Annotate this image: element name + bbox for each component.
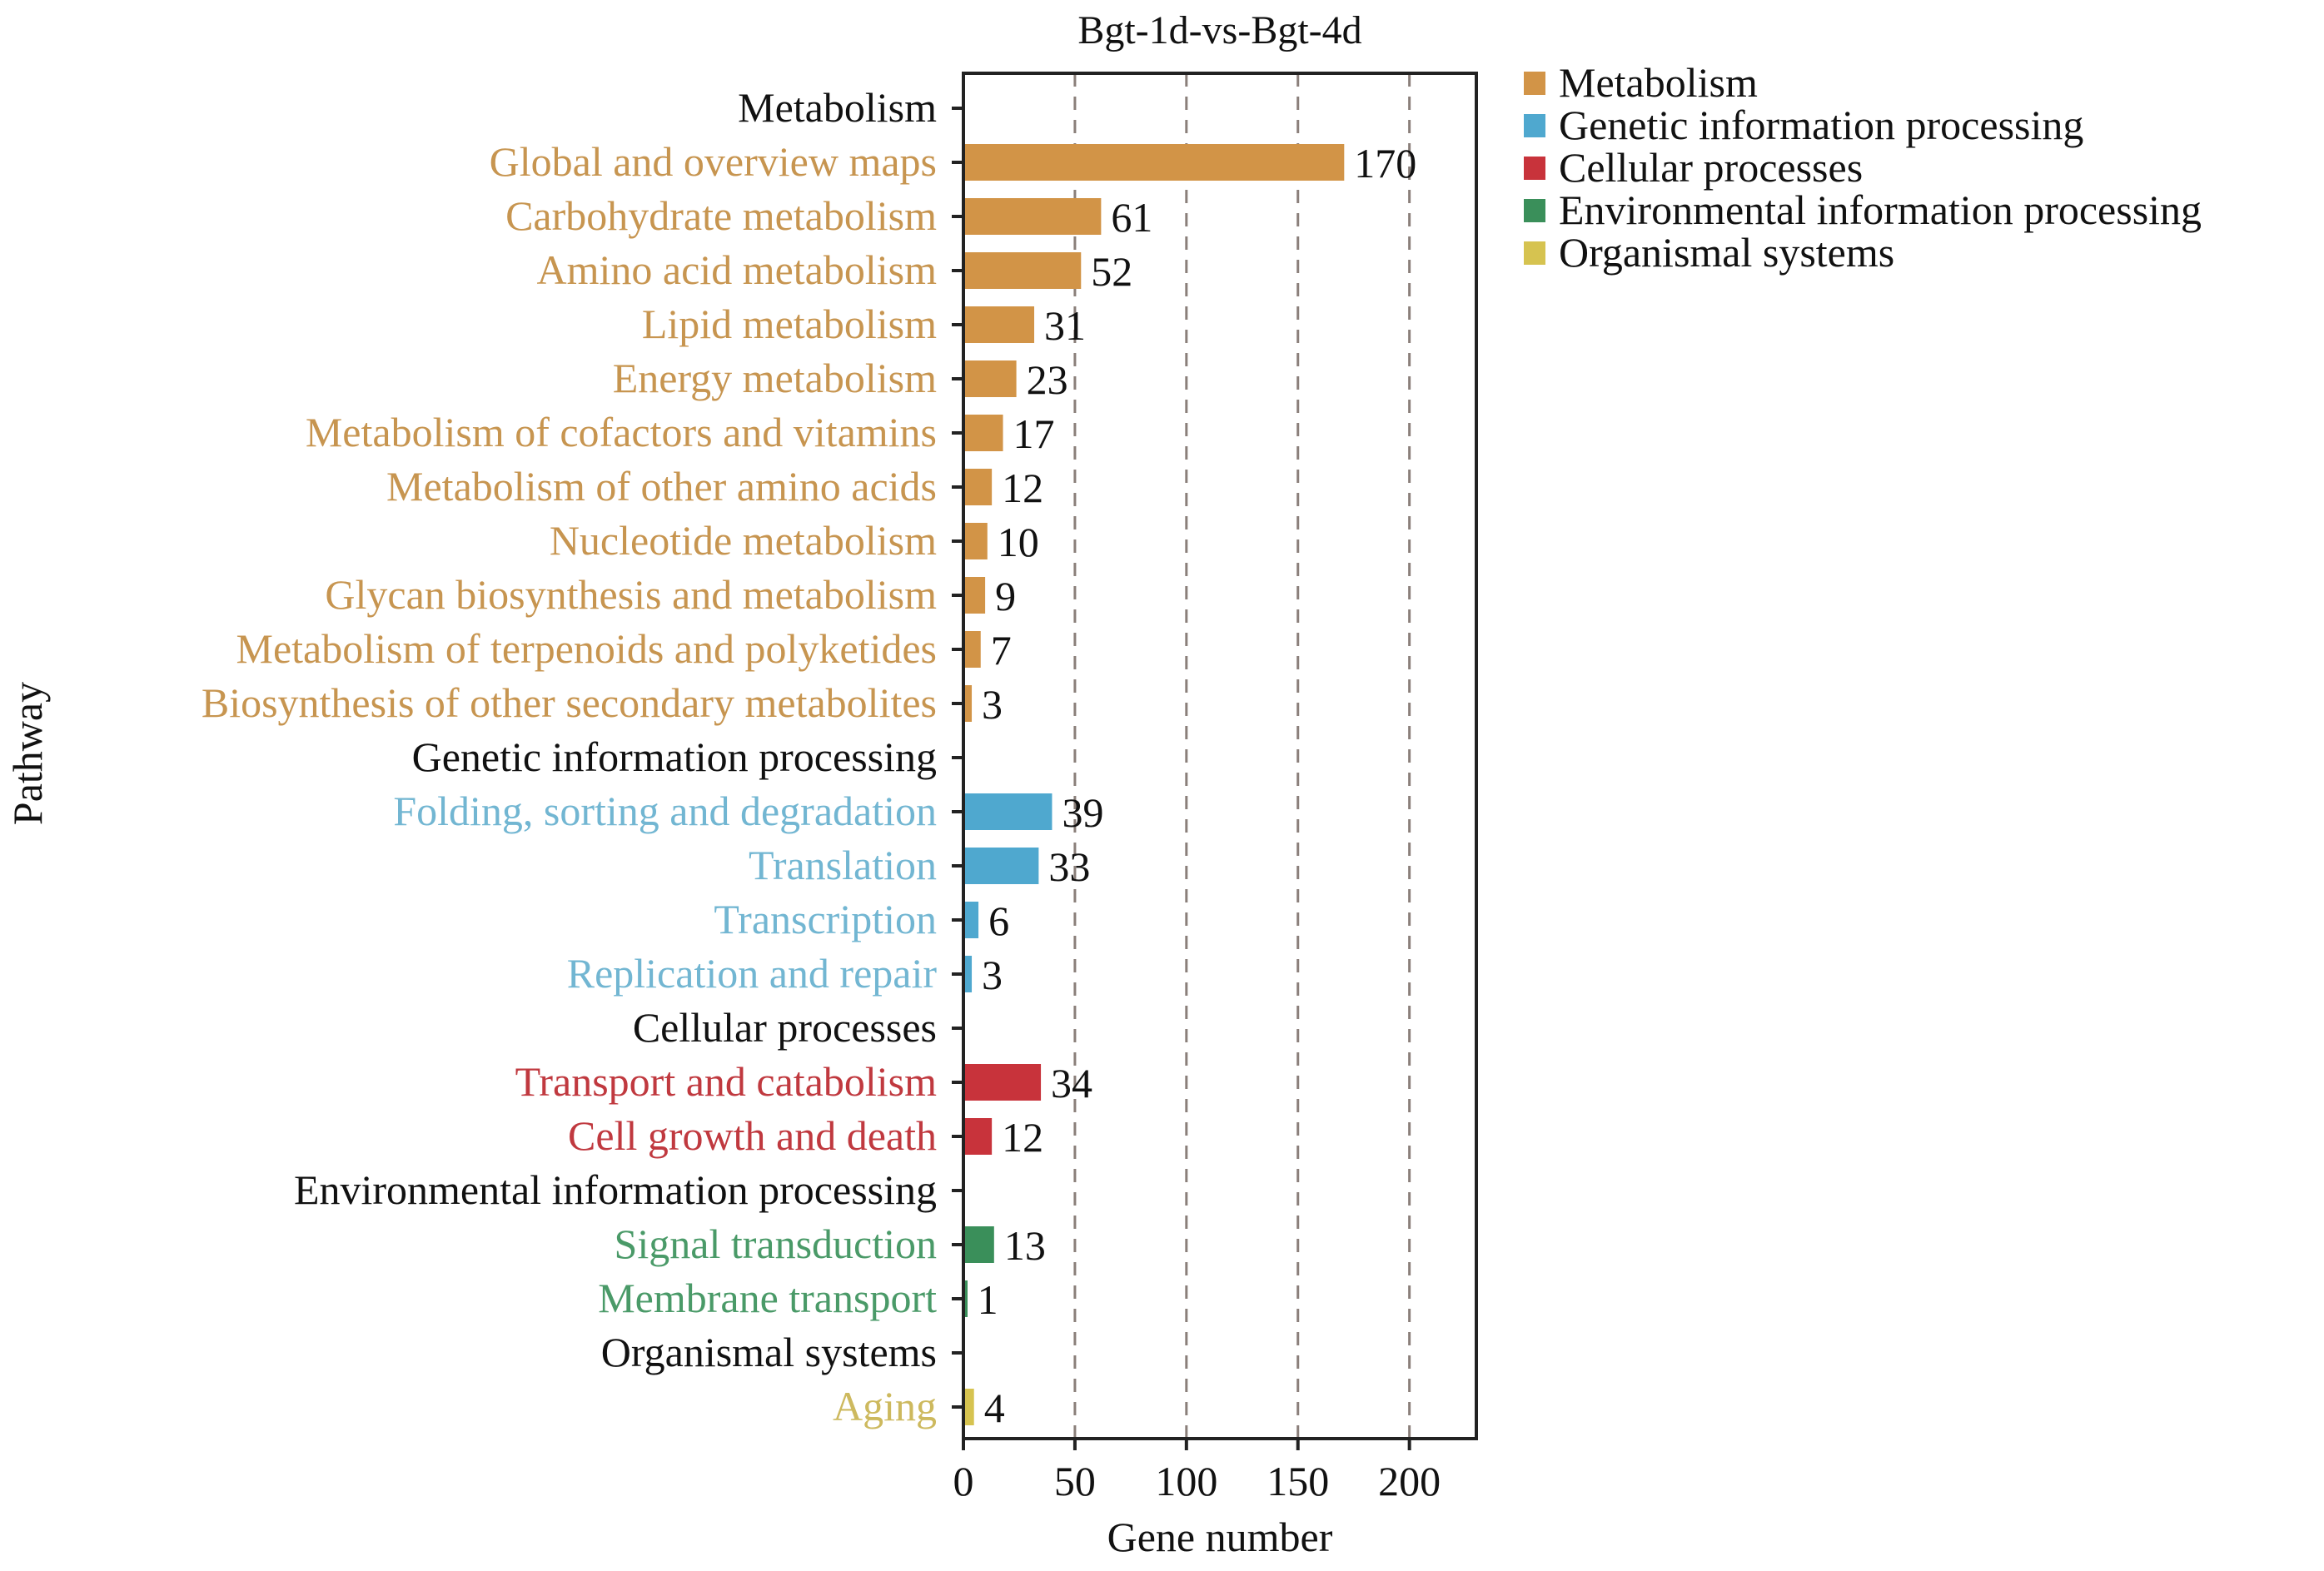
pathway-label: Nucleotide metabolism [550, 517, 937, 564]
category-header-label: Cellular processes [633, 1004, 937, 1051]
bar [965, 685, 973, 722]
bars [965, 144, 1345, 1425]
pathway-label: Metabolism of terpenoids and polyketides [236, 625, 937, 672]
value-label: 6 [988, 897, 1009, 944]
pathway-label: Folding, sorting and degradation [393, 788, 937, 834]
value-label: 12 [1002, 465, 1043, 511]
legend-swatch [1524, 241, 1545, 265]
bar [965, 144, 1345, 181]
bar [965, 1389, 974, 1425]
chart-title: Bgt-1d-vs-Bgt-4d [1077, 8, 1361, 52]
pathway-label: Replication and repair [567, 950, 938, 997]
pathway-label: Carbohydrate metabolism [505, 192, 937, 239]
pathway-label: Metabolism of other amino acids [386, 463, 937, 510]
value-label: 23 [1027, 356, 1068, 403]
y-axis-ticks [952, 107, 963, 1409]
x-axis-ticks: 0 50 100 150 200 [953, 1439, 1441, 1504]
value-label: 52 [1091, 248, 1132, 295]
pathway-label: Cell growth and death [568, 1112, 937, 1159]
grid-lines [1073, 73, 1411, 1439]
value-label: 39 [1062, 789, 1103, 836]
pathway-label: Membrane transport [598, 1275, 937, 1321]
value-label: 17 [1013, 410, 1055, 457]
bar [965, 1118, 993, 1155]
legend-swatch [1524, 199, 1545, 222]
legend-label: Metabolism [1559, 59, 1758, 106]
bar [965, 469, 993, 505]
bar [965, 577, 986, 614]
bar [965, 1064, 1042, 1101]
bar [965, 523, 988, 559]
value-label: 3 [982, 681, 1003, 728]
value-label: 33 [1048, 843, 1090, 890]
value-label: 7 [991, 627, 1012, 674]
bar [965, 306, 1035, 343]
legend-swatch [1524, 72, 1545, 95]
x-tick-label: 50 [1054, 1458, 1096, 1504]
bar [965, 252, 1082, 289]
value-label: 9 [995, 573, 1016, 619]
pathway-label: Lipid metabolism [642, 301, 937, 347]
pathway-label: Translation [749, 842, 937, 888]
bar [965, 793, 1053, 830]
bar [965, 956, 973, 992]
value-label: 170 [1354, 140, 1416, 186]
value-label: 3 [982, 952, 1003, 998]
legend-label: Genetic information processing [1559, 102, 2083, 148]
category-header-label: Metabolism [738, 84, 937, 131]
value-label: 31 [1044, 302, 1086, 349]
pathway-label: Metabolism of cofactors and vitamins [306, 409, 937, 455]
y-axis-labels: Metabolism Global and overview maps Carboh… [202, 84, 938, 1429]
bar [965, 360, 1017, 397]
value-label: 1 [978, 1276, 998, 1323]
category-header-label: Genetic information processing [412, 733, 937, 780]
bar [965, 631, 981, 668]
bar [965, 1226, 994, 1263]
pathway-label: Global and overview maps [490, 138, 937, 185]
pathway-label: Transport and catabolism [515, 1058, 938, 1105]
pathway-label: Transcription [714, 896, 937, 942]
pathway-label: Biosynthesis of other secondary metaboli… [202, 679, 937, 726]
pathway-label: Energy metabolism [613, 355, 937, 401]
x-tick-label: 100 [1155, 1458, 1217, 1504]
plot-frame [962, 72, 1478, 1440]
x-tick-label: 200 [1378, 1458, 1441, 1504]
pathway-label: Signal transduction [615, 1221, 937, 1267]
pathway-label: Amino acid metabolism [537, 246, 938, 293]
bar [965, 198, 1102, 235]
legend-swatch [1524, 157, 1545, 180]
value-label: 13 [1004, 1222, 1046, 1269]
bar [965, 848, 1039, 884]
value-label: 10 [998, 519, 1039, 565]
x-tick-label: 150 [1267, 1458, 1329, 1504]
bar [965, 415, 1003, 451]
legend-label: Cellular processes [1559, 144, 1863, 191]
value-label: 61 [1111, 194, 1152, 241]
value-label: 34 [1051, 1060, 1092, 1106]
bar [965, 1280, 968, 1317]
x-tick-label: 0 [953, 1458, 974, 1504]
bar [965, 902, 979, 938]
x-axis-label: Gene number [1107, 1514, 1333, 1560]
legend-swatch [1524, 114, 1545, 137]
category-header-label: Organismal systems [601, 1329, 937, 1375]
y-axis-label: Pathway [4, 682, 51, 825]
value-label: 12 [1002, 1114, 1043, 1161]
value-label: 4 [984, 1385, 1005, 1431]
pathway-label: Glycan biosynthesis and metabolism [325, 571, 937, 618]
legend-label: Organismal systems [1559, 229, 1894, 276]
category-header-label: Environmental information processing [294, 1166, 937, 1213]
legend-label: Environmental information processing [1559, 186, 2202, 233]
pathway-label: Aging [833, 1383, 937, 1429]
